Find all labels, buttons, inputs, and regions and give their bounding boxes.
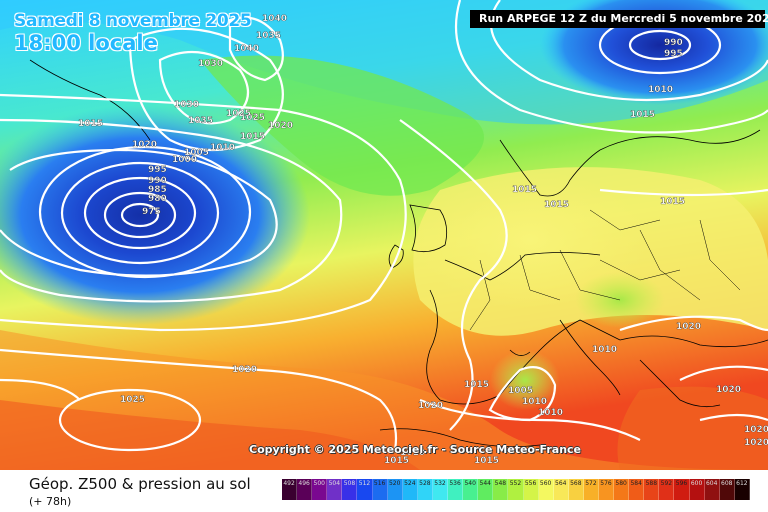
pressure-label: 1020 [232,365,257,375]
pressure-label: 980 [148,194,167,204]
pressure-label: 1030 [174,100,199,110]
yellow-ridge [410,170,650,310]
pressure-label: 1015 [660,197,685,207]
pressure-label: 1025 [120,395,145,405]
pressure-label: 1035 [188,116,213,126]
legend-swatch: 612 [734,479,750,500]
pressure-label: 1040 [234,44,259,54]
pressure-label: 1005 [508,386,533,396]
run-info-banner: Run ARPEGE 12 Z du Mercredi 5 novembre 2… [470,10,768,28]
pressure-label: 1015 [240,132,265,142]
legend-swatch: 568 [568,479,584,500]
pressure-label: 995 [664,49,683,59]
legend-swatch: 532 [432,479,449,500]
forecast-lead-time: (+ 78h) [29,495,72,508]
pressure-label: 1020 [744,438,768,448]
legend-swatch: 528 [417,479,433,500]
legend-swatch: 588 [644,479,660,500]
pressure-label: 1025 [226,109,251,119]
pressure-label: 1015 [384,456,409,466]
copyright-credit: Copyright © 2025 Meteociel.fr - Source M… [249,443,582,456]
forecast-date: Samedi 8 novembre 2025 [14,11,252,31]
legend-swatch: 572 [583,479,599,500]
pressure-label: 1020 [744,425,768,435]
pressure-label: 1015 [474,456,499,466]
legend-swatch: 520 [387,479,403,500]
pressure-label: 1020 [268,121,293,131]
pressure-label: 1005 [184,148,209,158]
weather-map: 990 995 1010 1015 1015 1015 1015 1010 10… [0,0,768,470]
legend-swatch: 508 [342,479,358,500]
forecast-time: 18:00 locale [14,31,158,55]
pressure-label: 1015 [512,185,537,195]
legend-swatch: 608 [719,479,735,500]
legend-swatch: 516 [372,479,388,500]
pressure-label: 1020 [716,385,741,395]
green-patch-med [490,350,560,410]
legend-swatch: 548 [493,479,509,500]
pressure-label: 1010 [538,408,563,418]
legend-swatch: 544 [478,479,494,500]
legend-swatch: 540 [463,479,479,500]
legend-swatch: 504 [327,479,343,500]
pressure-label: 1015 [544,200,569,210]
pressure-label: 1010 [648,85,673,95]
pressure-label: 1010 [400,448,425,458]
legend-swatch: 556 [523,479,539,500]
pressure-label: 1030 [198,59,223,69]
red-region [0,400,420,470]
pressure-label: 990 [148,176,167,186]
legend-swatch: 576 [598,479,615,500]
pressure-label: 1010 [592,345,617,355]
legend-swatch: 512 [357,479,373,500]
country-borders [469,209,741,331]
pressure-label: 975 [142,207,161,217]
legend-swatch: 500 [312,479,328,500]
red-region-east [617,386,768,470]
pressure-label: 1020 [132,140,157,150]
legend-swatch: 604 [704,479,720,500]
color-scale-legend: 492 496 500 504 508 512 516 520 524 528 532 536 540 5… [282,479,750,500]
legend-swatch: 580 [614,479,630,500]
pressure-label: 985 [148,185,167,195]
green-region [200,55,484,196]
pressure-label: 1020 [676,322,701,332]
legend-swatch: 560 [538,479,554,500]
legend-swatch: 492 [282,479,298,500]
pressure-label: 1020 [418,401,443,411]
legend-swatch: 496 [297,479,313,500]
pressure-labels: 990 995 1010 1015 1015 1015 1015 1010 10… [78,14,768,466]
pressure-label: 1035 [256,31,281,41]
pressure-label: 1000 [172,155,197,165]
pressure-label: 990 [664,38,683,48]
legend-swatch: 584 [629,479,645,500]
map-title: Géop. Z500 & pression au sol [29,475,251,493]
map-svg: 990 995 1010 1015 1015 1015 1015 1010 10… [0,0,768,470]
legend-swatch: 564 [553,479,569,500]
pressure-label: 1010 [522,397,547,407]
pressure-label: 1015 [464,380,489,390]
pressure-label: 1040 [262,14,287,24]
pressure-label: 995 [148,165,167,175]
legend-swatch: 596 [674,479,690,500]
caption-bar: Géop. Z500 & pression au sol (+ 78h) 492… [0,470,768,512]
pressure-label: 1025 [240,113,265,123]
pressure-label: 1015 [78,119,103,129]
legend-swatch: 600 [689,479,705,500]
legend-swatch: 524 [402,479,418,500]
pressure-label: 1010 [210,143,235,153]
legend-swatch: 592 [659,479,675,500]
isobars [0,0,768,450]
legend-swatch: 536 [448,479,464,500]
legend-swatch: 552 [508,479,524,500]
pressure-label: 1015 [630,110,655,120]
